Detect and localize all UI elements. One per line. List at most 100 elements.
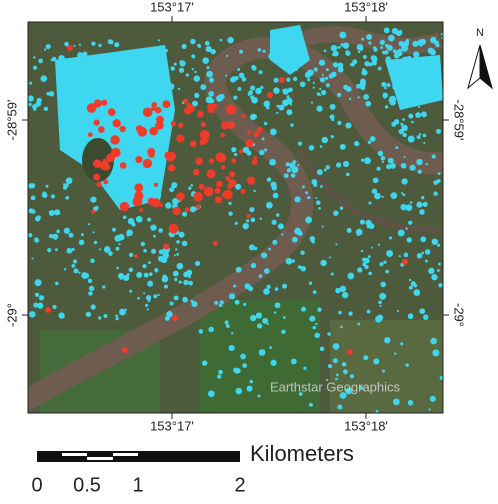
flooded-building	[192, 168, 200, 176]
water-patch	[321, 136, 329, 144]
water-patch	[387, 46, 392, 50]
water-patch	[300, 250, 305, 255]
water-patch	[342, 42, 350, 49]
water-patch	[186, 269, 193, 276]
water-patch	[68, 232, 74, 238]
water-patch	[65, 177, 73, 185]
water-patch	[408, 55, 411, 59]
water-patch	[219, 38, 223, 42]
water-patch	[147, 280, 154, 287]
water-patch	[62, 185, 67, 190]
water-patch	[191, 67, 194, 71]
water-patch	[421, 251, 425, 255]
water-patch	[401, 178, 408, 185]
water-patch	[286, 168, 292, 173]
water-patch	[429, 395, 436, 402]
water-patch	[395, 146, 399, 150]
water-patch	[299, 45, 303, 49]
water-patch	[291, 259, 296, 263]
water-patch	[281, 329, 286, 335]
water-patch	[423, 141, 426, 145]
water-patch	[145, 295, 152, 301]
left-coordinate: -29°	[4, 303, 19, 327]
flooded-building	[154, 106, 162, 114]
flooded-building	[222, 192, 228, 198]
water-patch	[377, 150, 384, 157]
water-patch	[233, 284, 237, 288]
water-patch	[402, 61, 410, 69]
water-patch	[165, 202, 172, 209]
water-patch	[323, 168, 327, 172]
water-patch	[176, 240, 180, 244]
water-patch	[103, 96, 108, 101]
water-patch	[349, 374, 354, 379]
water-patch	[397, 29, 403, 35]
river	[28, 36, 443, 413]
water-patch	[152, 96, 160, 104]
water-patch	[103, 246, 111, 253]
water-patch	[154, 268, 159, 272]
water-patch	[289, 162, 296, 169]
water-patch	[307, 78, 311, 82]
water-patch	[421, 196, 425, 200]
water-patch	[188, 275, 191, 279]
water-patch	[241, 77, 247, 82]
water-patch	[266, 105, 270, 110]
water-patch	[350, 62, 355, 67]
water-patch	[124, 103, 132, 111]
water-patch	[161, 275, 169, 283]
water-patch	[294, 196, 301, 203]
water-patch	[90, 258, 95, 264]
water-patch	[340, 325, 343, 329]
water-patch	[368, 201, 372, 205]
water-patch	[73, 268, 79, 274]
water-patch	[175, 248, 178, 251]
water-patch	[89, 285, 95, 292]
water-patch	[173, 62, 177, 66]
water-patch	[32, 65, 38, 70]
water-patch	[285, 91, 288, 94]
water-patch	[117, 233, 125, 241]
water-patch	[248, 286, 254, 292]
water-patch	[242, 363, 248, 369]
field	[330, 320, 443, 413]
water-patch	[190, 38, 196, 45]
water-patch	[316, 169, 323, 176]
water-patch	[150, 248, 157, 254]
water-patch	[332, 62, 339, 68]
flooded-building	[229, 171, 236, 178]
water-patch	[177, 87, 181, 91]
water-patch	[128, 252, 134, 258]
water-patch	[69, 101, 76, 108]
water-patch	[278, 53, 284, 59]
water-patch	[361, 37, 365, 41]
water-patch	[228, 201, 232, 206]
water-patch	[405, 363, 409, 367]
water-patch	[371, 188, 378, 194]
flooded-building	[240, 188, 246, 194]
flooded-building	[86, 103, 97, 113]
water-patch	[308, 144, 315, 151]
water-patch	[335, 243, 338, 246]
water-patch	[273, 45, 277, 49]
flooded-building	[198, 183, 205, 190]
flooded-building	[279, 77, 285, 83]
flooded-building	[200, 121, 206, 128]
water-patch	[375, 409, 379, 413]
water-patch	[405, 91, 412, 98]
water-patch	[378, 300, 382, 305]
water-patch	[416, 252, 423, 259]
water-patch	[153, 234, 156, 238]
water-patch	[433, 180, 439, 186]
water-patch	[305, 191, 309, 195]
water-patch	[98, 316, 102, 320]
water-patch	[384, 337, 391, 344]
water-patch	[93, 240, 98, 245]
water-patch	[239, 49, 244, 54]
water-patch	[243, 302, 247, 307]
water-patch	[405, 39, 410, 44]
flooded-building	[93, 119, 100, 126]
water-patch	[131, 80, 137, 86]
water-patch	[391, 123, 395, 126]
water-patch	[158, 249, 164, 255]
